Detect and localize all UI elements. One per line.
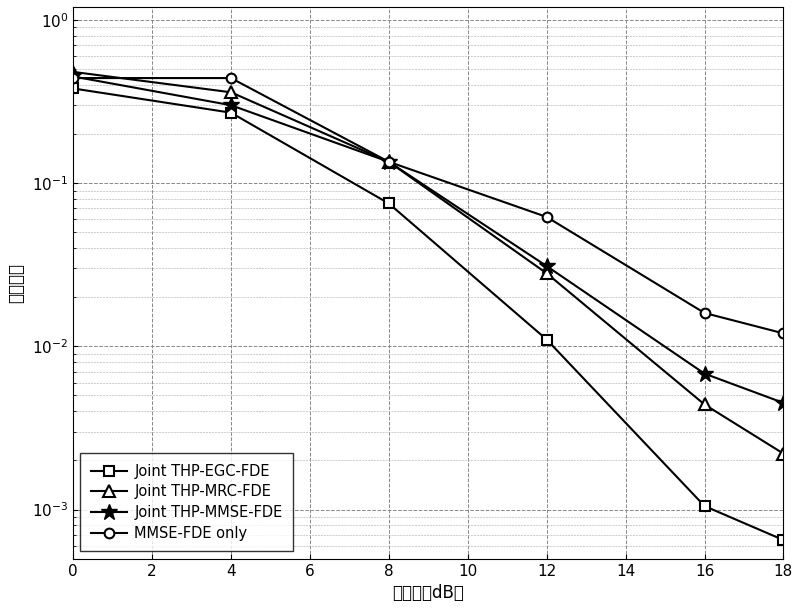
Line: Joint THP-MRC-FDE: Joint THP-MRC-FDE [67,66,789,459]
Joint THP-MMSE-FDE [226,102,236,109]
MMSE-FDE only [68,74,78,82]
Joint THP-MRC-FDE [226,89,236,96]
Joint THP-EGC-FDE [542,336,551,343]
MMSE-FDE only [778,329,788,337]
MMSE-FDE only [700,309,710,317]
Joint THP-EGC-FDE [226,109,236,116]
Joint THP-MMSE-FDE [778,400,788,407]
Joint THP-MRC-FDE [68,68,78,76]
Joint THP-MMSE-FDE [384,158,394,166]
Joint THP-EGC-FDE [778,537,788,544]
MMSE-FDE only [384,158,394,166]
X-axis label: 信噪比（dB）: 信噪比（dB） [392,584,464,602]
Joint THP-EGC-FDE [700,502,710,510]
Joint THP-MRC-FDE [700,401,710,408]
MMSE-FDE only [226,74,236,82]
Joint THP-EGC-FDE [68,85,78,92]
Joint THP-MMSE-FDE [700,370,710,378]
Joint THP-MRC-FDE [542,270,551,277]
Line: Joint THP-MMSE-FDE: Joint THP-MMSE-FDE [65,68,792,411]
Joint THP-MRC-FDE [384,158,394,166]
MMSE-FDE only [542,213,551,220]
Line: MMSE-FDE only: MMSE-FDE only [68,73,788,338]
Line: Joint THP-EGC-FDE: Joint THP-EGC-FDE [68,83,788,545]
Joint THP-MRC-FDE [778,450,788,457]
Joint THP-MMSE-FDE [68,73,78,80]
Joint THP-MMSE-FDE [542,262,551,270]
Y-axis label: 误比特率: 误比特率 [7,263,25,303]
Legend: Joint THP-EGC-FDE, Joint THP-MRC-FDE, Joint THP-MMSE-FDE, MMSE-FDE only: Joint THP-EGC-FDE, Joint THP-MRC-FDE, Jo… [81,454,293,551]
Joint THP-EGC-FDE [384,200,394,207]
